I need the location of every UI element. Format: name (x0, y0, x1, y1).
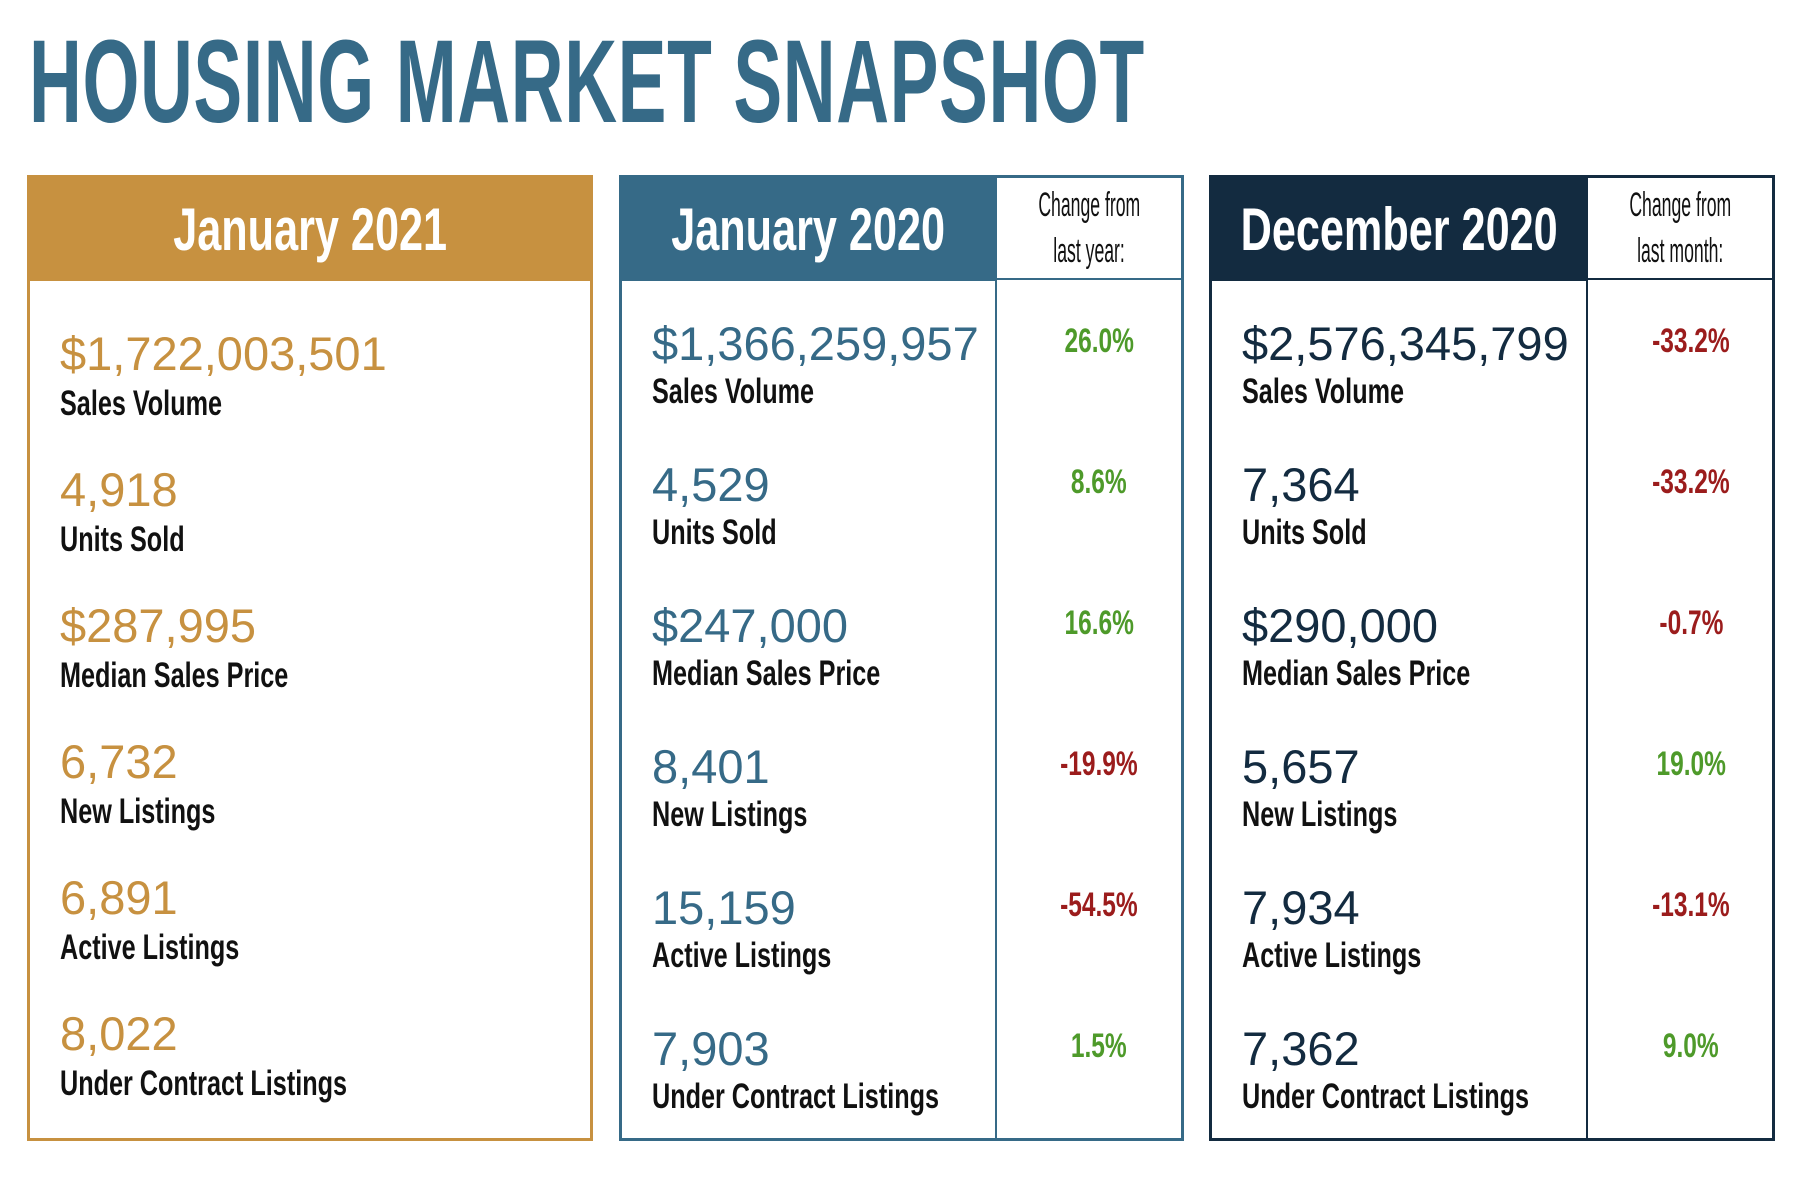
change-value: -13.1% (1616, 886, 1766, 925)
heading-text: December 2020 (1240, 196, 1558, 263)
metric-value: $2,576,345,799 (1242, 317, 1569, 370)
metric-value: $287,995 (60, 599, 257, 652)
panel-january-2020: January 2020 Change from last year: $1,36… (619, 175, 1184, 1141)
change-text: 16.6% (1064, 604, 1134, 642)
metric-label: Sales Volume (652, 372, 815, 411)
metric-value: 8,401 (652, 740, 770, 793)
page-title: HOUSING MARKET SNAPSHOT (29, 16, 1145, 148)
panel-heading: December 2020 (1212, 178, 1586, 281)
change-value: 16.6% (1024, 604, 1174, 643)
metric-value: 7,903 (652, 1022, 770, 1075)
metric-label: Sales Volume (1242, 372, 1405, 411)
metric-label: Active Listings (60, 928, 240, 967)
metric-label: New Listings (60, 792, 216, 831)
panel-heading: January 2020 (622, 178, 995, 281)
change-heading-line: last year: (1053, 232, 1125, 270)
metric-value: 7,362 (1242, 1022, 1360, 1075)
change-value: -19.9% (1024, 745, 1174, 784)
metric-label: New Listings (652, 795, 808, 834)
metric-value: 6,732 (60, 735, 178, 788)
metric-label: Sales Volume (60, 384, 223, 423)
metric-value: $247,000 (652, 599, 849, 652)
column-divider (1586, 178, 1588, 1138)
metric-label: Active Listings (652, 936, 832, 975)
metric-value: 7,364 (1242, 458, 1360, 511)
metric-label: Units Sold (1242, 513, 1367, 552)
metric-label: New Listings (1242, 795, 1398, 834)
change-value: -0.7% (1616, 604, 1766, 643)
metric-value: 4,529 (652, 458, 770, 511)
change-value: 26.0% (1024, 322, 1174, 361)
change-value: 1.5% (1024, 1027, 1174, 1066)
change-heading-line: Change from (1038, 186, 1140, 224)
metric-label: Under Contract Listings (652, 1077, 940, 1116)
change-text: -54.5% (1060, 886, 1138, 924)
metric-value: 5,657 (1242, 740, 1360, 793)
heading-text: January 2020 (671, 196, 946, 263)
metric-label: Units Sold (652, 513, 777, 552)
metric-value: $1,366,259,957 (652, 317, 979, 370)
panel-december-2020: December 2020 Change from last month: $2,… (1209, 175, 1775, 1141)
metric-value: 7,934 (1242, 881, 1360, 934)
panel-january-2021: January 2021 $1,722,003,501 Sales Volume 4… (27, 175, 593, 1141)
change-text: 8.6% (1071, 463, 1127, 501)
metric-value: $290,000 (1242, 599, 1439, 652)
metric-value: 4,918 (60, 463, 178, 516)
metric-label: Units Sold (60, 520, 185, 559)
change-text: 1.5% (1071, 1027, 1127, 1065)
change-text: -19.9% (1060, 745, 1138, 783)
column-divider (995, 178, 997, 1138)
metric-label: Median Sales Price (1242, 654, 1471, 693)
change-value: 19.0% (1616, 745, 1766, 784)
change-text: -33.2% (1652, 322, 1730, 360)
metric-value: 15,159 (652, 881, 796, 934)
change-text: 9.0% (1663, 1027, 1719, 1065)
metric-value: 6,891 (60, 871, 178, 924)
change-text: 26.0% (1064, 322, 1134, 360)
change-value: 9.0% (1616, 1027, 1766, 1066)
heading-text: January 2021 (173, 196, 447, 263)
metric-label: Active Listings (1242, 936, 1422, 975)
metric-value: $1,722,003,501 (60, 327, 387, 380)
change-value: 8.6% (1024, 463, 1174, 502)
change-value: -33.2% (1616, 463, 1766, 502)
panel-heading: January 2021 (30, 178, 590, 281)
change-text: 19.0% (1656, 745, 1726, 783)
change-heading: Change from last year: (997, 178, 1181, 280)
change-text: -13.1% (1652, 886, 1730, 924)
change-heading: Change from last month: (1588, 178, 1772, 280)
metric-label: Median Sales Price (60, 656, 289, 695)
metric-label: Under Contract Listings (1242, 1077, 1530, 1116)
change-text: -0.7% (1659, 604, 1723, 642)
metric-label: Median Sales Price (652, 654, 881, 693)
metric-value: 8,022 (60, 1007, 178, 1060)
change-text: -33.2% (1652, 463, 1730, 501)
change-heading-line: last month: (1636, 232, 1724, 270)
change-value: -54.5% (1024, 886, 1174, 925)
change-heading-line: Change from (1629, 186, 1731, 224)
change-value: -33.2% (1616, 322, 1766, 361)
metric-label: Under Contract Listings (60, 1064, 348, 1103)
